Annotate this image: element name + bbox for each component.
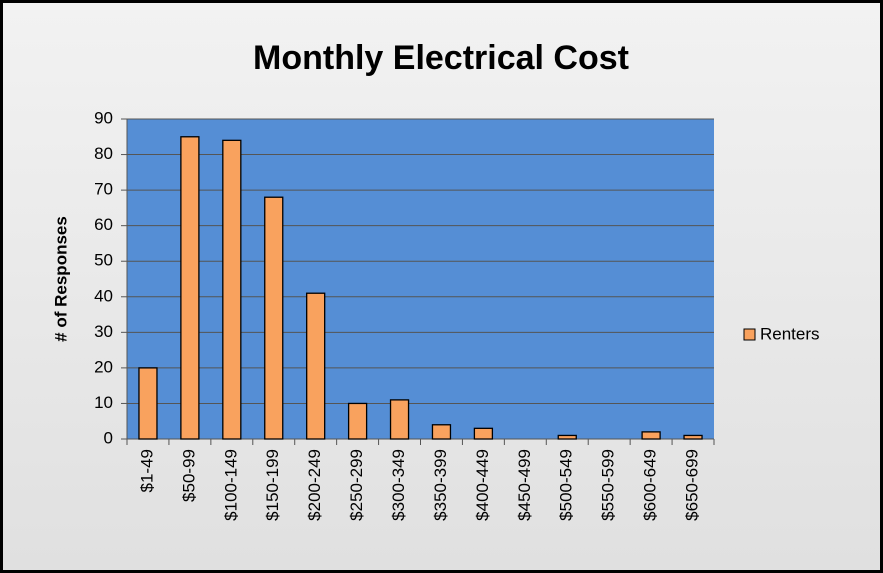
x-tick-label: $1-49 — [137, 449, 156, 492]
x-tick-label: $50-99 — [179, 449, 198, 502]
y-axis-label: # of Responses — [51, 216, 70, 342]
x-tick-label: $500-549 — [557, 449, 576, 521]
x-tick-label: $400-449 — [473, 449, 492, 521]
bar — [222, 139, 242, 440]
x-tick-label: $150-199 — [263, 449, 282, 521]
bar — [473, 427, 494, 440]
x-tick-label: $200-249 — [305, 449, 324, 521]
legend-swatch — [743, 328, 756, 341]
x-tick-label: $600-649 — [641, 449, 660, 521]
bar — [180, 136, 200, 440]
x-tick-label: $650-699 — [683, 449, 702, 521]
bar — [431, 424, 452, 440]
y-tick-label: 80 — [94, 144, 113, 163]
bar — [683, 434, 703, 440]
legend-label: Renters — [760, 324, 820, 343]
y-tick-label: 90 — [94, 108, 113, 127]
y-tick-label: 10 — [94, 393, 113, 412]
y-tick-label: 70 — [94, 180, 113, 199]
y-tick-label: 30 — [94, 322, 113, 341]
bar — [347, 402, 368, 440]
bar — [557, 434, 577, 440]
x-tick-label: $100-149 — [221, 449, 240, 521]
y-tick-label: 20 — [94, 357, 113, 376]
y-tick-label: 0 — [104, 428, 113, 447]
bar — [264, 196, 284, 440]
x-tick-label: $450-499 — [515, 449, 534, 521]
x-tick-label: $250-299 — [347, 449, 366, 521]
plot-area — [127, 119, 714, 439]
bar — [389, 399, 410, 440]
y-tick-label: 40 — [94, 286, 113, 305]
x-tick-label: $300-349 — [389, 449, 408, 521]
bar — [138, 367, 158, 440]
x-tick-label: $350-399 — [431, 449, 450, 521]
bar — [641, 431, 661, 440]
bar — [306, 292, 326, 440]
y-tick-label: 60 — [94, 215, 113, 234]
chart-title: Monthly Electrical Cost — [253, 39, 629, 77]
y-tick-label: 50 — [94, 251, 113, 270]
x-tick-label: $550-599 — [599, 449, 618, 521]
